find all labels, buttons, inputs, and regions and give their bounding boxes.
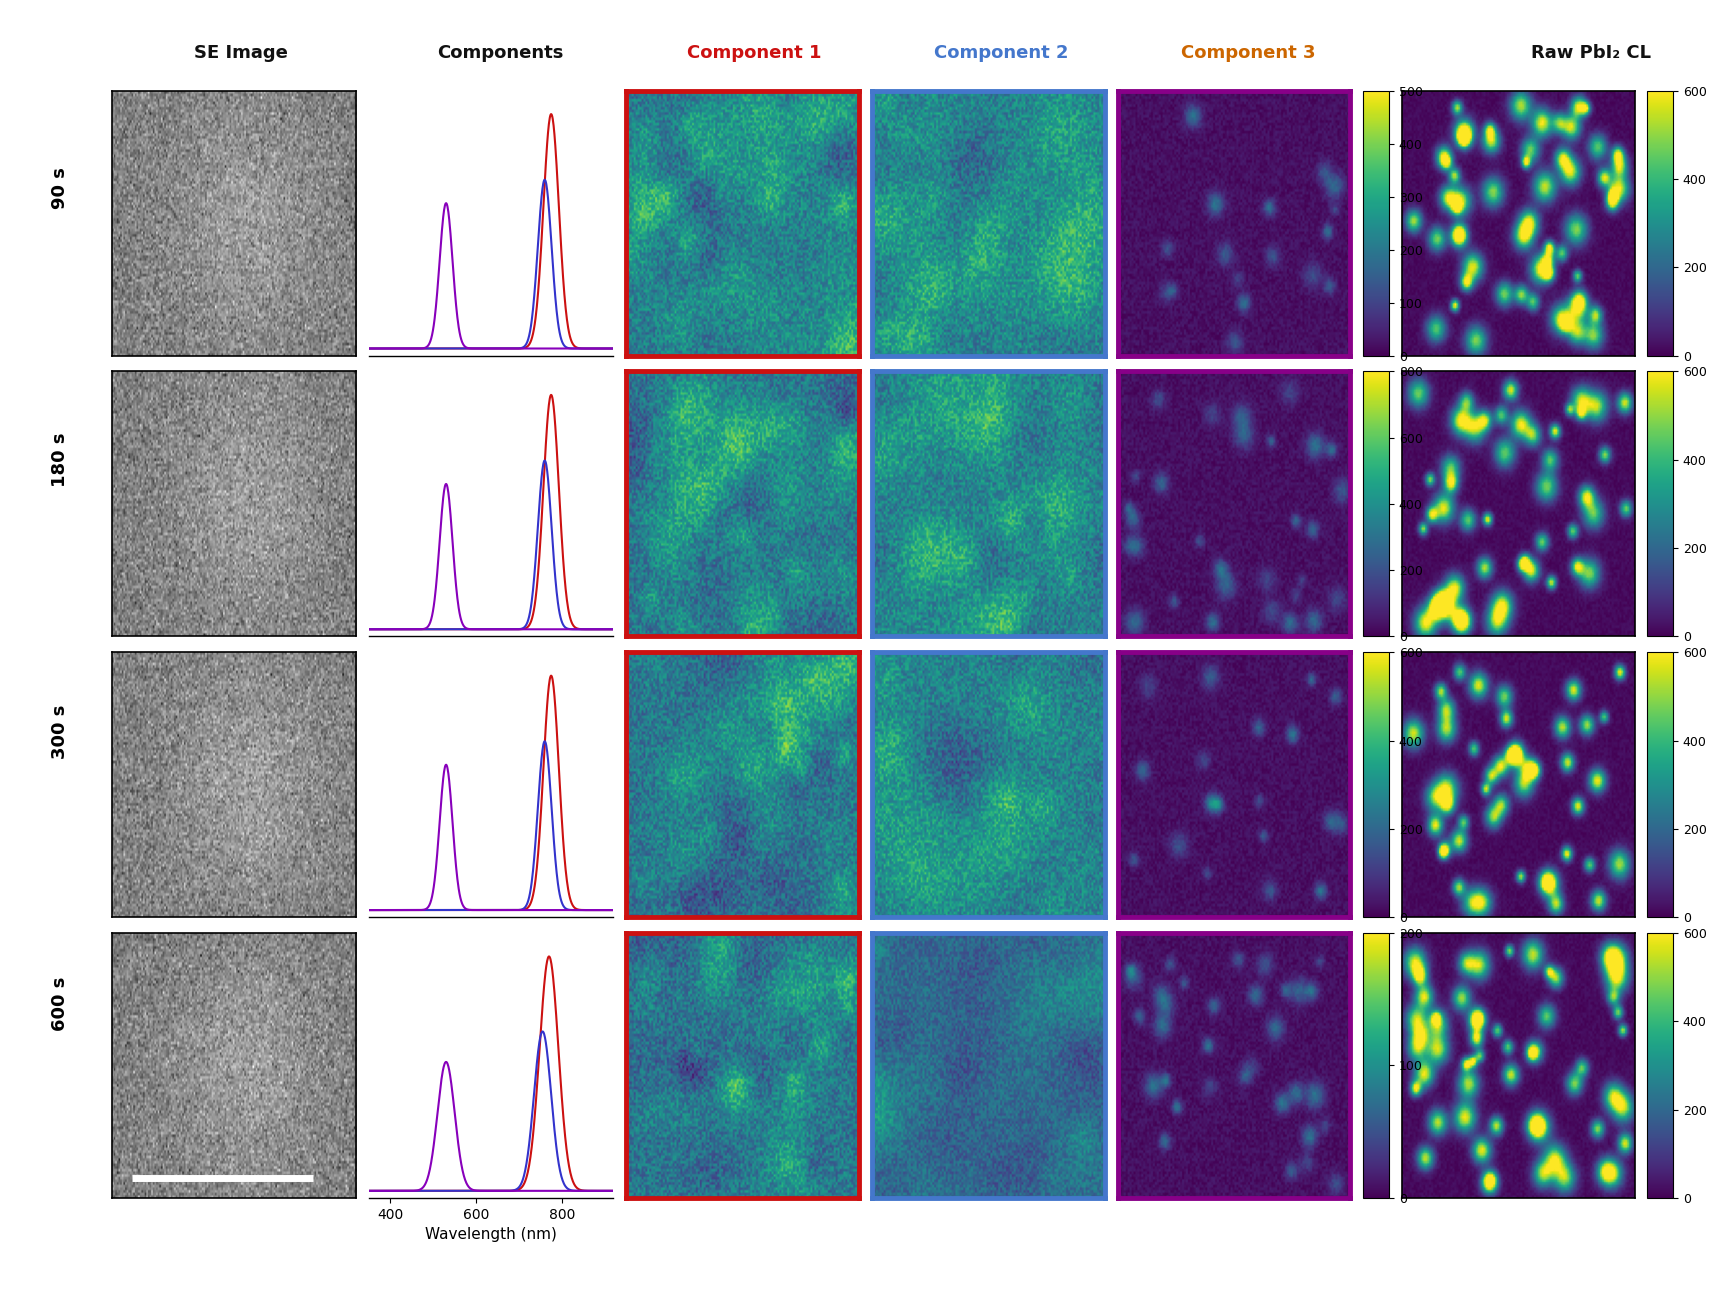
Text: 600 s: 600 s [51, 976, 69, 1031]
Text: Component 3: Component 3 [1181, 44, 1316, 62]
X-axis label: Wavelength (nm): Wavelength (nm) [426, 1228, 558, 1242]
Text: 90 s: 90 s [51, 167, 69, 208]
Text: 300 s: 300 s [51, 704, 69, 759]
Text: SE Image: SE Image [194, 44, 288, 62]
Text: Component 1: Component 1 [686, 44, 822, 62]
Text: 180 s: 180 s [51, 433, 69, 487]
Text: Component 2: Component 2 [934, 44, 1069, 62]
Text: Components: Components [438, 44, 565, 62]
Text: Raw PbI₂ CL: Raw PbI₂ CL [1531, 44, 1651, 62]
